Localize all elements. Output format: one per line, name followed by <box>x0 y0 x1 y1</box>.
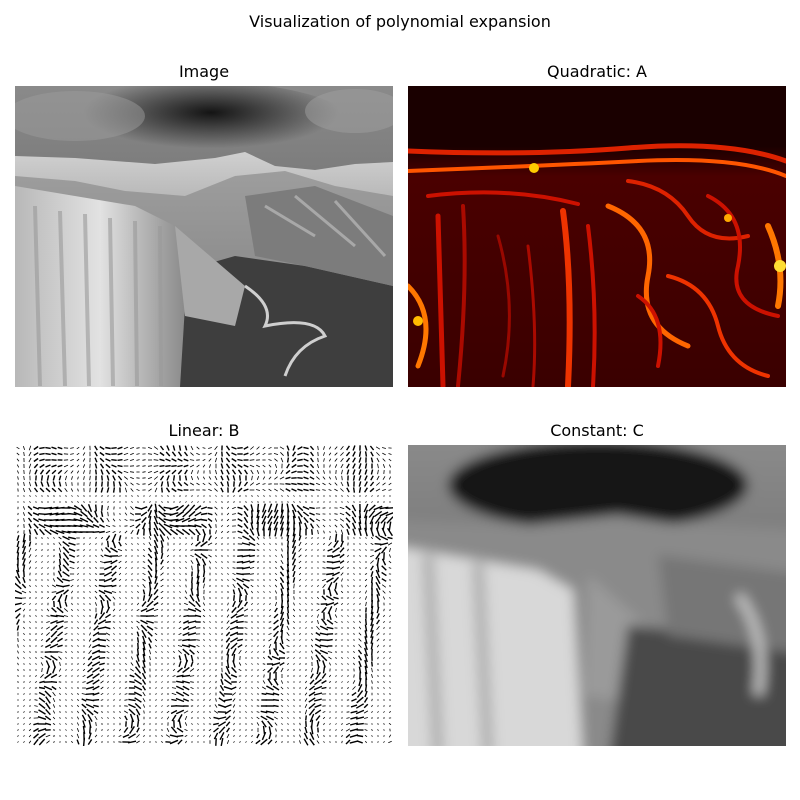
linear-vector-field <box>15 445 393 746</box>
constant-panel <box>408 445 786 746</box>
quiver-arrows <box>15 445 393 746</box>
mountain-image <box>15 86 393 387</box>
figure-title: Visualization of polynomial expansion <box>249 12 551 31</box>
linear-panel <box>15 445 393 746</box>
panel-title-quadratic: Quadratic: A <box>546 62 647 81</box>
panel-title-image: Image <box>178 62 230 81</box>
panel-title-constant: Constant: C <box>550 421 644 440</box>
image-panel <box>15 86 393 387</box>
quadratic-panel <box>408 86 786 387</box>
quadratic-heatmap <box>408 86 786 387</box>
panel-title-linear: Linear: B <box>168 421 240 440</box>
constant-blurred-image <box>408 445 786 746</box>
